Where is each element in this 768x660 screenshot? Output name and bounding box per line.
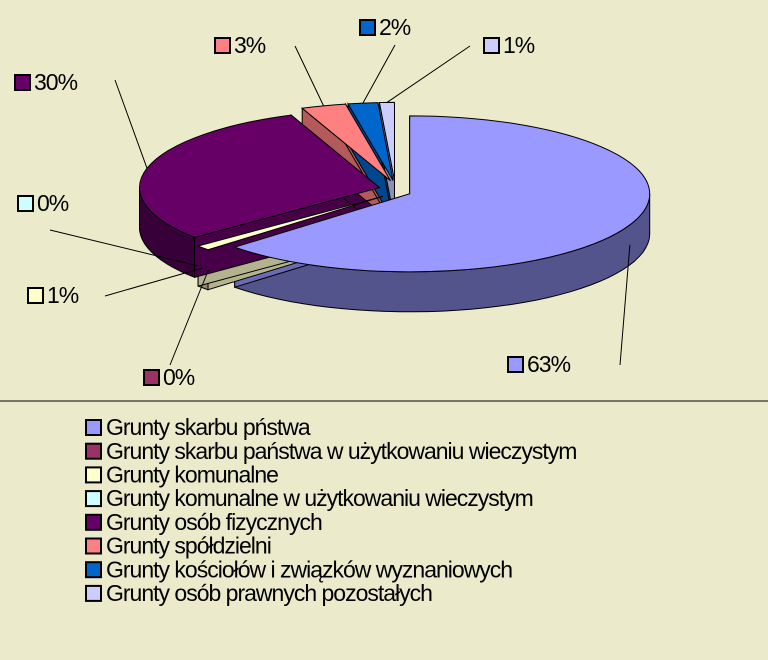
legend-label: Grunty osób prawnych pozostałych — [106, 580, 432, 606]
label-swatch — [359, 19, 376, 36]
label-swatch — [214, 37, 231, 54]
data-label: 63% — [527, 351, 571, 377]
label-swatch — [14, 74, 31, 91]
leader-line — [386, 45, 471, 103]
label-swatch — [483, 37, 500, 54]
label-swatch — [143, 369, 160, 386]
legend-swatch — [85, 466, 102, 484]
pie-slice — [233, 115, 651, 273]
legend-swatch — [85, 561, 102, 579]
leader-line — [169, 269, 209, 366]
label-swatch — [17, 195, 34, 212]
data-label: 0% — [163, 364, 195, 390]
leader-line — [619, 244, 631, 366]
data-label: 2% — [379, 14, 411, 40]
legend-swatch — [85, 584, 102, 602]
legend-swatch — [85, 419, 102, 436]
legend-swatch — [85, 513, 102, 531]
legend-swatch — [85, 442, 102, 460]
legend-swatch — [85, 490, 102, 508]
legend-label: Grunty kościołów i związków wyznaniowych — [106, 556, 512, 582]
label-swatch — [507, 356, 524, 373]
legend-label: Grunty komunalne w użytkowaniu wieczysty… — [106, 485, 533, 511]
legend-label: Grunty komunalne — [106, 461, 278, 487]
label-swatch — [27, 287, 44, 304]
leader-line — [294, 45, 325, 107]
data-label: 30% — [34, 69, 78, 95]
data-label: 3% — [234, 32, 266, 58]
pie-slice — [378, 101, 395, 181]
leader-line — [104, 267, 204, 297]
legend-label: Grunty skarbu pństwa — [106, 414, 311, 440]
pie-slice — [139, 114, 381, 238]
data-label: 0% — [37, 190, 69, 216]
legend-swatch — [85, 537, 102, 555]
data-label: 1% — [47, 282, 79, 308]
leader-line — [114, 79, 148, 169]
legend-label: Grunty skarbu państwa w użytkowaniu wiec… — [106, 438, 576, 464]
pie-slice — [196, 195, 384, 251]
leader-line — [362, 44, 396, 104]
legend-label: Grunty osób fizycznych — [106, 509, 322, 535]
data-label: 1% — [503, 32, 535, 58]
legend-label: Grunty spółdzielni — [106, 533, 271, 559]
leader-line — [49, 229, 198, 267]
